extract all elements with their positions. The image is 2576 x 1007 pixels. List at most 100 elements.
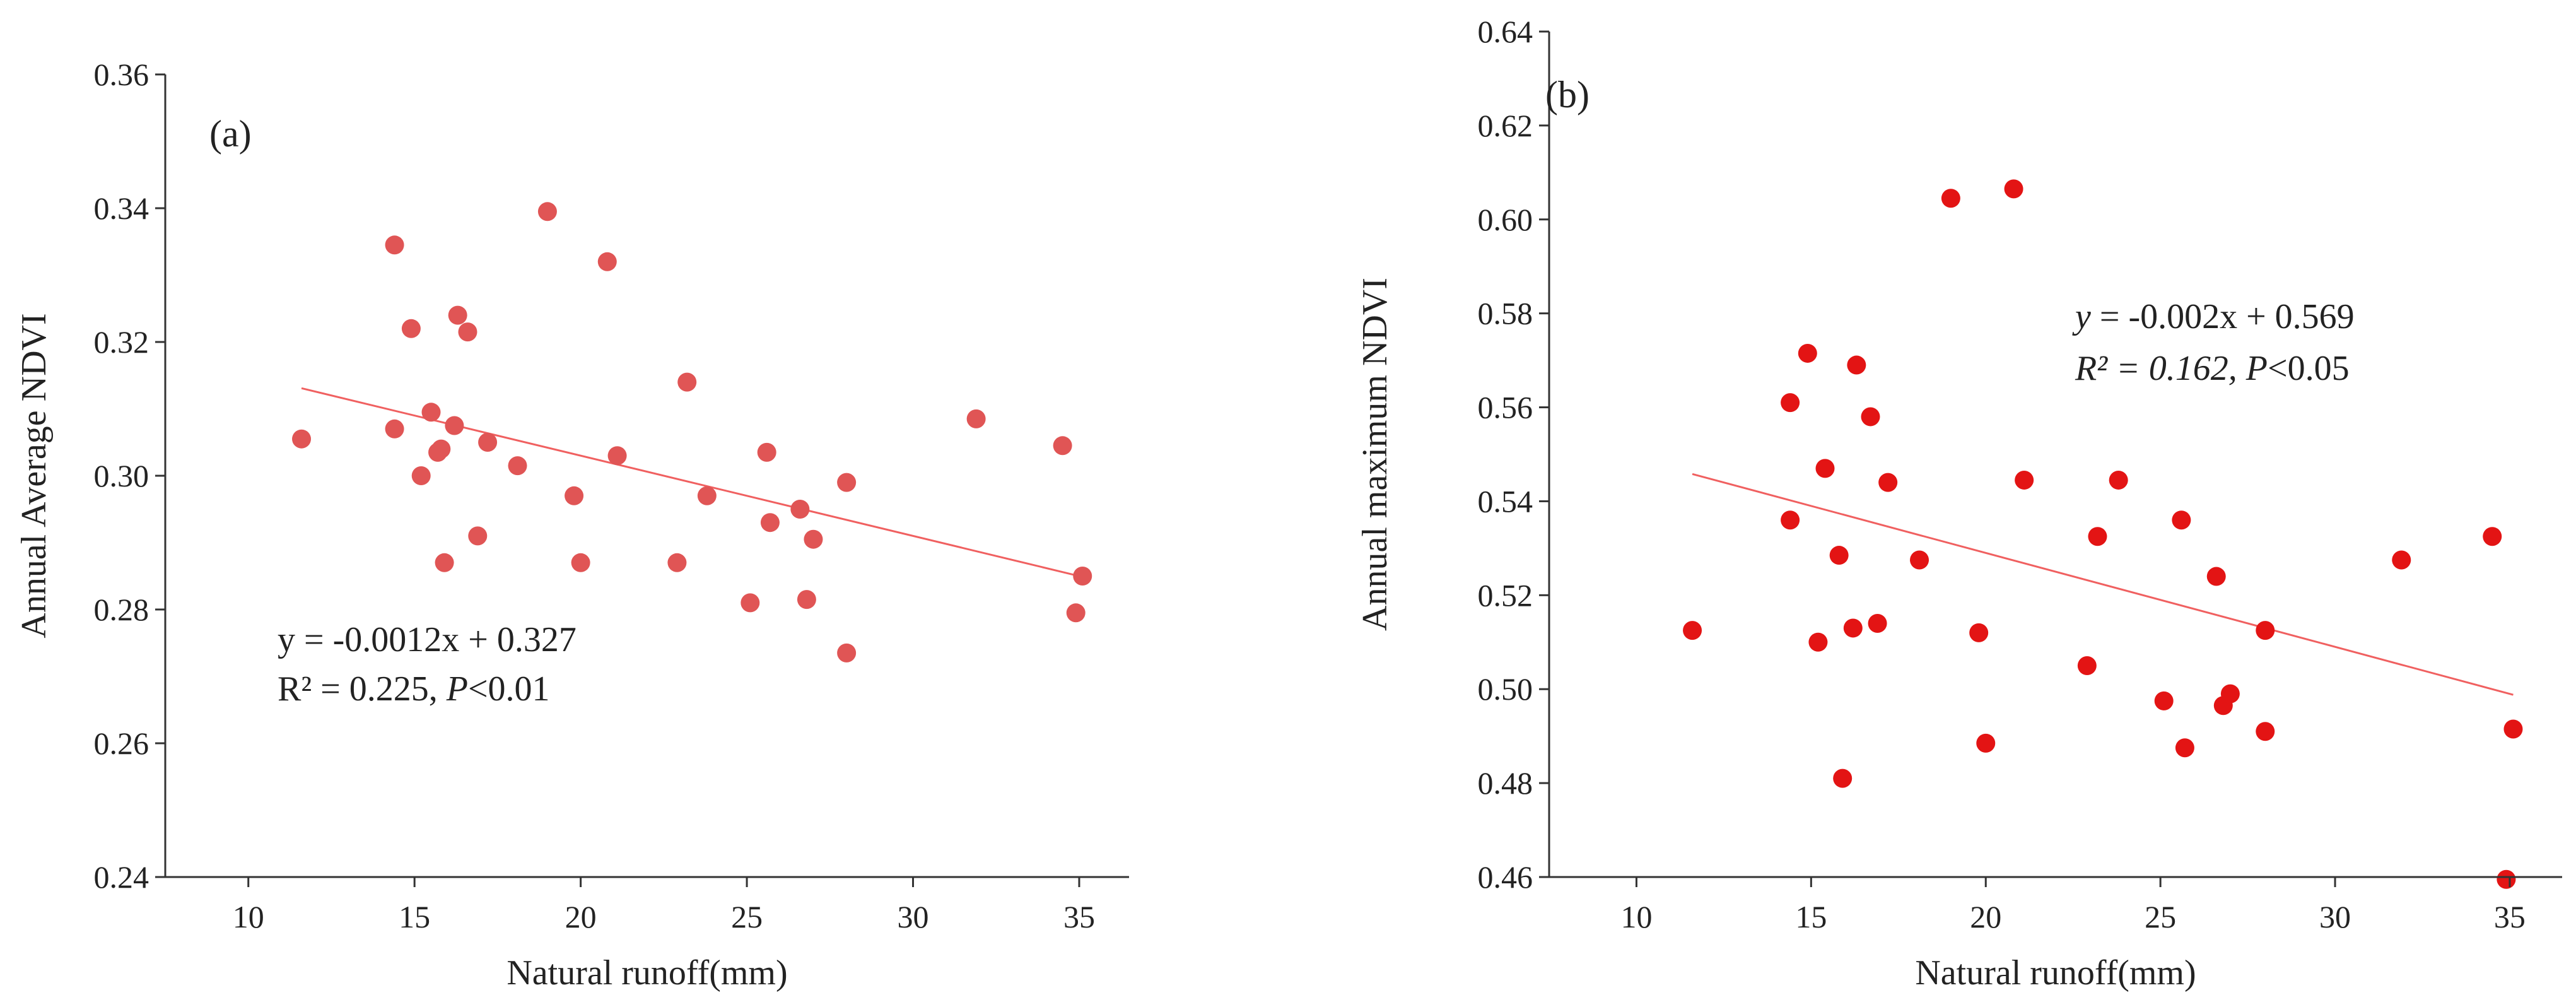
panel-a-y-tick-label-5: 0.34 <box>94 191 149 226</box>
panel-b-point-27 <box>2220 684 2240 704</box>
panel-a-point-11 <box>458 322 477 342</box>
panel-a-point-1 <box>385 235 404 255</box>
panel-b-p-value: <0.05 <box>2268 349 2350 388</box>
chart-panel-b: 10 15 20 25 30 35 0.46 0.48 0.50 0.52 0.54 0.56 0.5… <box>1355 14 2562 992</box>
panel-b-r2: R² = 0.162, <box>2075 349 2246 388</box>
panel-b-eq-rest: = -0.002x + 0.569 <box>2091 297 2355 336</box>
panel-a-point-17 <box>571 553 590 572</box>
panel-b-point-17 <box>2004 179 2023 199</box>
panel-b-marks <box>1683 179 2523 889</box>
panel-a-x-tick-label-0: 10 <box>233 899 264 934</box>
panel-b-point-30 <box>2392 550 2411 570</box>
panel-a-point-25 <box>760 513 780 533</box>
panel-b-point-0 <box>1683 621 1702 640</box>
panel-a-point-3 <box>401 319 421 338</box>
panel-a-point-14 <box>508 456 527 476</box>
panel-a-point-23 <box>741 593 760 613</box>
panel-b-y-tick-label-8: 0.62 <box>1478 108 1533 143</box>
panel-a-eq-y: y <box>278 620 295 659</box>
panel-b-point-16 <box>1976 733 1996 753</box>
panel-b-x-ticks: 10 15 20 25 30 35 <box>1620 877 2526 934</box>
panel-b-eq-y: y <box>2072 297 2091 336</box>
panel-a-equation: y = -0.0012x + 0.327 <box>278 620 577 659</box>
panel-b-point-6 <box>1829 546 1849 565</box>
panel-b-point-15 <box>1969 623 1989 642</box>
chart-panel-a: 10 15 20 25 30 35 0.24 0.26 0.28 0.30 0.32 0.34 0.3… <box>15 57 1129 992</box>
panel-b-point-32 <box>2497 869 2516 889</box>
panel-a-eq-rest: = -0.0012x + 0.327 <box>295 620 577 659</box>
panel-b-point-2 <box>1781 510 1800 530</box>
panel-b-x-tick-label-1: 15 <box>1795 899 1827 934</box>
panel-b-y-tick-label-1: 0.48 <box>1478 765 1533 801</box>
panel-b-x-tick-label-2: 20 <box>1970 899 2001 934</box>
panel-b-point-24 <box>2175 738 2194 758</box>
panel-b-x-tick-label-0: 10 <box>1620 899 1652 934</box>
panel-b-point-31 <box>2483 527 2502 546</box>
panel-a-y-ticks: 0.24 0.26 0.28 0.30 0.32 0.34 0.36 <box>94 57 165 895</box>
panel-a-point-15 <box>537 202 557 221</box>
panel-b-x-tick-label-3: 25 <box>2145 899 2176 934</box>
panel-b-y-tick-label-3: 0.52 <box>1478 577 1533 613</box>
panel-a-point-28 <box>804 529 823 549</box>
panel-a-point-4 <box>411 466 431 485</box>
panel-a-point-0 <box>292 429 312 449</box>
panel-b-point-23 <box>2172 510 2191 530</box>
panel-b-point-22 <box>2154 691 2174 710</box>
panel-b-x-tick-label-4: 30 <box>2319 899 2351 934</box>
panel-b-point-3 <box>1798 343 1817 363</box>
panel-a-point-5 <box>421 403 441 422</box>
panel-a-point-12 <box>468 526 488 546</box>
panel-a-x-tick-label-1: 15 <box>399 899 430 934</box>
panel-a-point-34 <box>1073 567 1092 586</box>
panel-b-point-8 <box>1843 618 1863 638</box>
panel-b-point-4 <box>1808 632 1828 652</box>
panel-b-y-tick-label-6: 0.58 <box>1478 296 1533 331</box>
panel-a-point-20 <box>667 553 687 572</box>
panel-a-y-tick-label-2: 0.28 <box>94 592 149 627</box>
panel-a-r2: R² = 0.225, <box>278 669 447 709</box>
panel-a-r2-p: R² = 0.225, P<0.01 <box>278 669 550 709</box>
panel-b-point-13 <box>1910 550 1929 570</box>
panel-b-point-10 <box>1861 407 1880 427</box>
panel-a-point-13 <box>478 433 498 452</box>
panel-a-y-tick-label-0: 0.24 <box>94 859 149 895</box>
panel-b-point-9 <box>1847 355 1866 375</box>
panel-b-point-5 <box>1815 459 1835 478</box>
panel-b-point-21 <box>2109 470 2128 490</box>
panel-b-y-tick-label-7: 0.60 <box>1478 202 1533 237</box>
panel-a-y-tick-label-4: 0.32 <box>94 324 149 360</box>
panel-a-x-ticks: 10 15 20 25 30 35 <box>233 877 1095 934</box>
panel-b-x-tick-label-5: 35 <box>2494 899 2526 934</box>
panel-a-x-tick-label-5: 35 <box>1063 899 1095 934</box>
panel-b-point-28 <box>2256 621 2275 640</box>
panel-a-point-10 <box>448 305 467 325</box>
panel-b-y-tick-label-9: 0.64 <box>1478 14 1533 49</box>
panel-a-point-19 <box>607 446 627 466</box>
panel-a-point-9 <box>445 416 464 435</box>
panel-a-point-29 <box>837 473 857 492</box>
panel-a-x-tick-label-3: 25 <box>731 899 763 934</box>
panel-a-y-tick-label-3: 0.30 <box>94 458 149 493</box>
panel-b-p-symbol: P <box>2245 349 2268 388</box>
panel-a-y-tick-label-6: 0.36 <box>94 57 149 92</box>
panel-b-point-33 <box>2503 719 2523 739</box>
panel-b-y-tick-label-5: 0.56 <box>1478 390 1533 425</box>
panel-b-equation: y = -0.002x + 0.569 <box>2072 297 2355 336</box>
panel-b-point-20 <box>2088 527 2107 546</box>
panel-b-point-29 <box>2256 722 2275 741</box>
panel-b-y-ticks: 0.46 0.48 0.50 0.52 0.54 0.56 0.58 0.60 0.62 0.64 <box>1478 14 1549 895</box>
panel-a-y-axis-title: Annual Average NDVI <box>15 313 54 638</box>
panel-b-point-11 <box>1868 614 1887 633</box>
panel-b-point-1 <box>1781 393 1800 413</box>
panel-a-label: (a) <box>209 113 252 155</box>
panel-b-label: (b) <box>1545 74 1590 115</box>
panel-a-point-18 <box>597 252 617 271</box>
panel-b-y-tick-label-4: 0.54 <box>1478 483 1533 519</box>
panel-b-y-tick-label-0: 0.46 <box>1478 859 1533 895</box>
panel-a-x-tick-label-4: 30 <box>898 899 929 934</box>
panel-b-x-axis-title: Natural runoff(mm) <box>1915 953 2196 992</box>
panel-a-point-31 <box>966 409 986 428</box>
panel-a-point-22 <box>697 486 717 505</box>
panel-b-regression-line <box>1692 473 2514 696</box>
